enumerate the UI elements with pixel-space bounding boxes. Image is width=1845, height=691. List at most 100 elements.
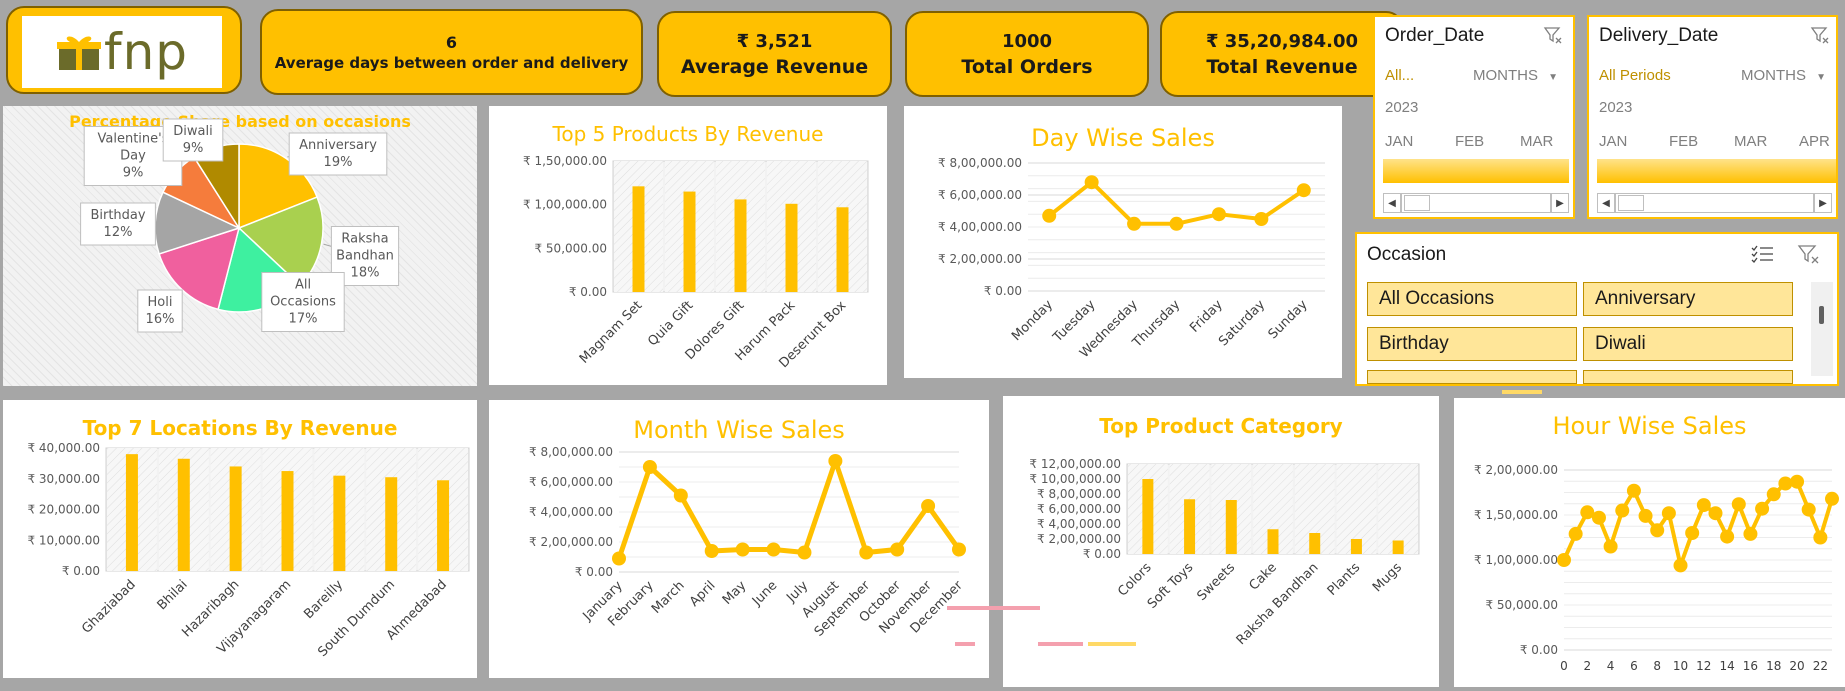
x-tick-label: Saturday	[1216, 297, 1268, 349]
data-point	[612, 551, 626, 566]
x-tick-label: 12	[1696, 659, 1711, 673]
x-tick-label: 14	[1719, 659, 1734, 673]
order-date-slicer[interactable]: Order_Date All... MONTHS ▼ 2023 JAN FEB …	[1373, 15, 1575, 219]
x-tick-label: 22	[1813, 659, 1828, 673]
y-tick-label: ₹ 8,00,000.00	[938, 156, 1022, 170]
y-tick-label: ₹ 0.00	[1083, 547, 1121, 561]
occasion-item-partial[interactable]	[1367, 370, 1577, 384]
monthwise-sales-panel: Month Wise Sales ₹ 0.00 ₹ 2,00,000.00 ₹ 4,…	[489, 400, 989, 678]
data-point	[797, 545, 812, 560]
x-tick-label: 10	[1673, 659, 1688, 673]
scroll-thumb[interactable]	[1618, 195, 1644, 211]
y-tick-label: ₹ 12,00,000.00	[1029, 457, 1121, 471]
month-label: APR	[1799, 133, 1830, 150]
data-label-value: 18%	[351, 266, 380, 281]
data-label-box	[261, 272, 345, 332]
artifact-line	[1088, 642, 1136, 646]
delivery-date-slicer[interactable]: Delivery_Date All Periods MONTHS ▼ 2023 …	[1587, 15, 1838, 219]
x-tick-label: Colors	[1115, 560, 1155, 600]
scroll-left-button[interactable]: ◀	[1383, 193, 1401, 213]
data-label-name: Birthday	[90, 208, 145, 223]
occasion-item-anniversary[interactable]: Anniversary	[1583, 282, 1793, 316]
x-tick-label: 0	[1560, 659, 1568, 673]
x-tick-label: Soft Toys	[1145, 560, 1197, 612]
x-tick-label: Ghaziabad	[79, 577, 139, 637]
bar	[1142, 479, 1154, 554]
bar	[632, 186, 645, 292]
time-level-dropdown[interactable]: MONTHS ▼	[1473, 67, 1558, 84]
data-label-box	[137, 289, 183, 333]
occasion-slicer[interactable]: Occasion All Occasions Anniversary Birth…	[1355, 232, 1839, 386]
month-label: FEB	[1455, 133, 1485, 150]
data-label-box	[80, 202, 156, 246]
multi-select-icon[interactable]	[1751, 244, 1775, 264]
kpi-avg-revenue: ₹ 3,521 Average Revenue	[657, 11, 892, 97]
category-band	[1378, 464, 1418, 554]
logo: fnp	[22, 16, 222, 88]
slicer-year: 2023	[1385, 99, 1419, 116]
y-tick-label: ₹ 1,50,000.00	[1474, 508, 1558, 522]
top-category-panel: Top Product Category ₹ 0.00 ₹ 2,00,000.00…	[1003, 396, 1439, 687]
daywise-sales-chart: ₹ 0.00 ₹ 2,00,000.00 ₹ 4,00,000.00 ₹ 6,00,0…	[938, 156, 1325, 361]
bar	[683, 191, 696, 292]
timeline-selection-bar[interactable]	[1597, 159, 1836, 183]
x-tick-label: Bareilly	[301, 577, 346, 622]
y-tick-label: ₹ 1,50,000.00	[523, 154, 607, 168]
data-point	[1580, 505, 1595, 520]
occasion-item-partial[interactable]	[1583, 370, 1793, 384]
x-tick-label: June	[749, 578, 780, 609]
data-label-box	[162, 118, 224, 162]
data-label-name: Diwali	[173, 124, 212, 139]
data-point	[1650, 523, 1665, 538]
data-point	[1801, 502, 1816, 517]
timeline-scrollbar[interactable]	[1401, 193, 1551, 213]
bar	[785, 203, 798, 292]
monthwise-sales-chart: ₹ 0.00 ₹ 2,00,000.00 ₹ 4,00,000.00 ₹ 6,00,0…	[529, 445, 966, 640]
data-label-name: Raksha	[341, 232, 388, 247]
x-tick-label: 8	[1653, 659, 1661, 673]
bar	[229, 466, 242, 571]
scroll-left-button[interactable]: ◀	[1597, 193, 1615, 213]
occasion-scrollbar[interactable]	[1811, 282, 1833, 376]
chart-title: Top 7 Locations By Revenue	[82, 416, 398, 440]
data-label-name: All	[295, 278, 311, 293]
daywise-sales-panel: Day Wise Sales ₹ 0.00 ₹ 2,00,000.00 ₹ 4,00…	[904, 106, 1342, 378]
clear-filter-icon[interactable]	[1543, 25, 1563, 45]
occasions-pie-panel: Percentage Share based on occasions Anni…	[3, 106, 477, 386]
occasion-item-diwali[interactable]: Diwali	[1583, 327, 1793, 361]
scroll-thumb[interactable]	[1819, 306, 1824, 324]
x-tick-label: Mugs	[1370, 560, 1405, 595]
scroll-thumb[interactable]	[1404, 195, 1430, 211]
kpi-total-orders: 1000 Total Orders	[905, 11, 1149, 97]
occasion-item-birthday[interactable]: Birthday	[1367, 327, 1577, 361]
time-level-label: MONTHS	[1473, 67, 1538, 84]
y-tick-label: ₹ 1,00,000.00	[523, 198, 607, 212]
clear-filter-icon[interactable]	[1810, 25, 1830, 45]
timeline-scrollbar[interactable]	[1615, 193, 1814, 213]
y-tick-label: ₹ 2,00,000.00	[1474, 463, 1558, 477]
data-point	[1661, 506, 1676, 521]
occasion-item-all[interactable]: All Occasions	[1367, 282, 1577, 316]
scroll-right-button[interactable]: ▶	[1814, 193, 1832, 213]
clear-filter-icon[interactable]	[1797, 243, 1821, 265]
x-tick-label: 20	[1789, 659, 1804, 673]
data-point	[766, 542, 781, 557]
kpi-label: Total Revenue	[1206, 55, 1358, 78]
x-tick-label: Quia Gift	[645, 298, 696, 349]
scroll-right-button[interactable]: ▶	[1551, 193, 1569, 213]
data-point	[1591, 510, 1606, 525]
x-tick-label: Sweets	[1194, 560, 1238, 604]
data-point	[921, 499, 936, 513]
time-level-dropdown[interactable]: MONTHS ▼	[1741, 67, 1826, 84]
data-point	[890, 542, 905, 557]
timeline-selection-bar[interactable]	[1383, 159, 1569, 183]
top5-products-panel: Top 5 Products By Revenue ₹ 0.00 ₹ 50,000…	[489, 106, 887, 385]
data-point	[1042, 208, 1057, 223]
chart-title: Top 5 Products By Revenue	[552, 122, 824, 146]
data-label-box	[288, 132, 388, 176]
y-tick-label: ₹ 50,000.00	[534, 241, 607, 255]
top7-locations-chart: ₹ 0.00 ₹ 10,000.00 ₹ 20,000.00 ₹ 30,000.00 ₹…	[27, 441, 470, 660]
x-tick-label: May	[720, 578, 750, 608]
bar	[437, 480, 450, 571]
chart-title: Top Product Category	[1099, 414, 1343, 438]
